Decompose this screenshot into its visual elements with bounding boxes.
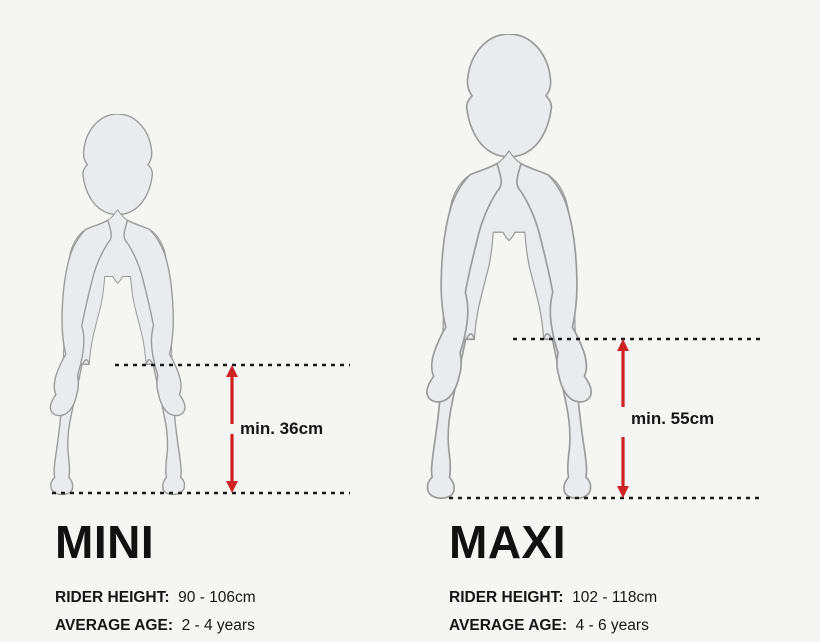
- svg-text:min. 55cm: min. 55cm: [631, 409, 714, 428]
